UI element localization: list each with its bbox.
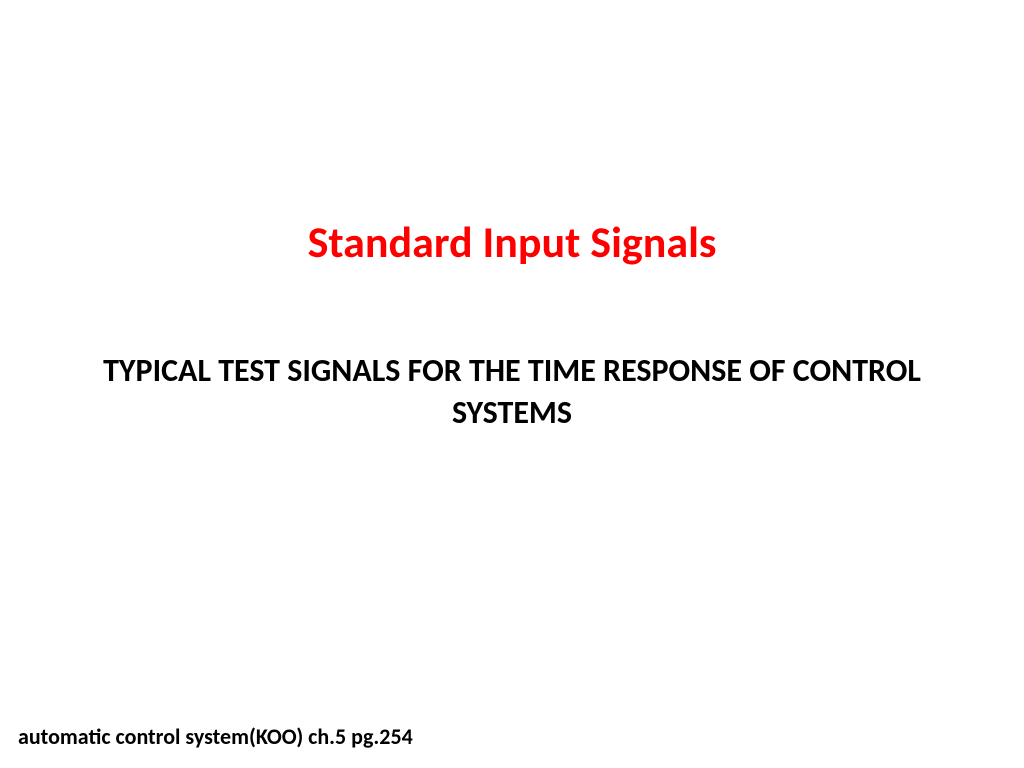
slide-subtitle: TYPICAL TEST SIGNALS FOR THE TIME RESPON… (80, 350, 944, 433)
slide-container: Standard Input Signals TYPICAL TEST SIGN… (0, 0, 1024, 768)
slide-title: Standard Input Signals (0, 215, 1024, 269)
footer-reference: automatic control system(KOO) ch.5 pg.25… (18, 723, 413, 750)
